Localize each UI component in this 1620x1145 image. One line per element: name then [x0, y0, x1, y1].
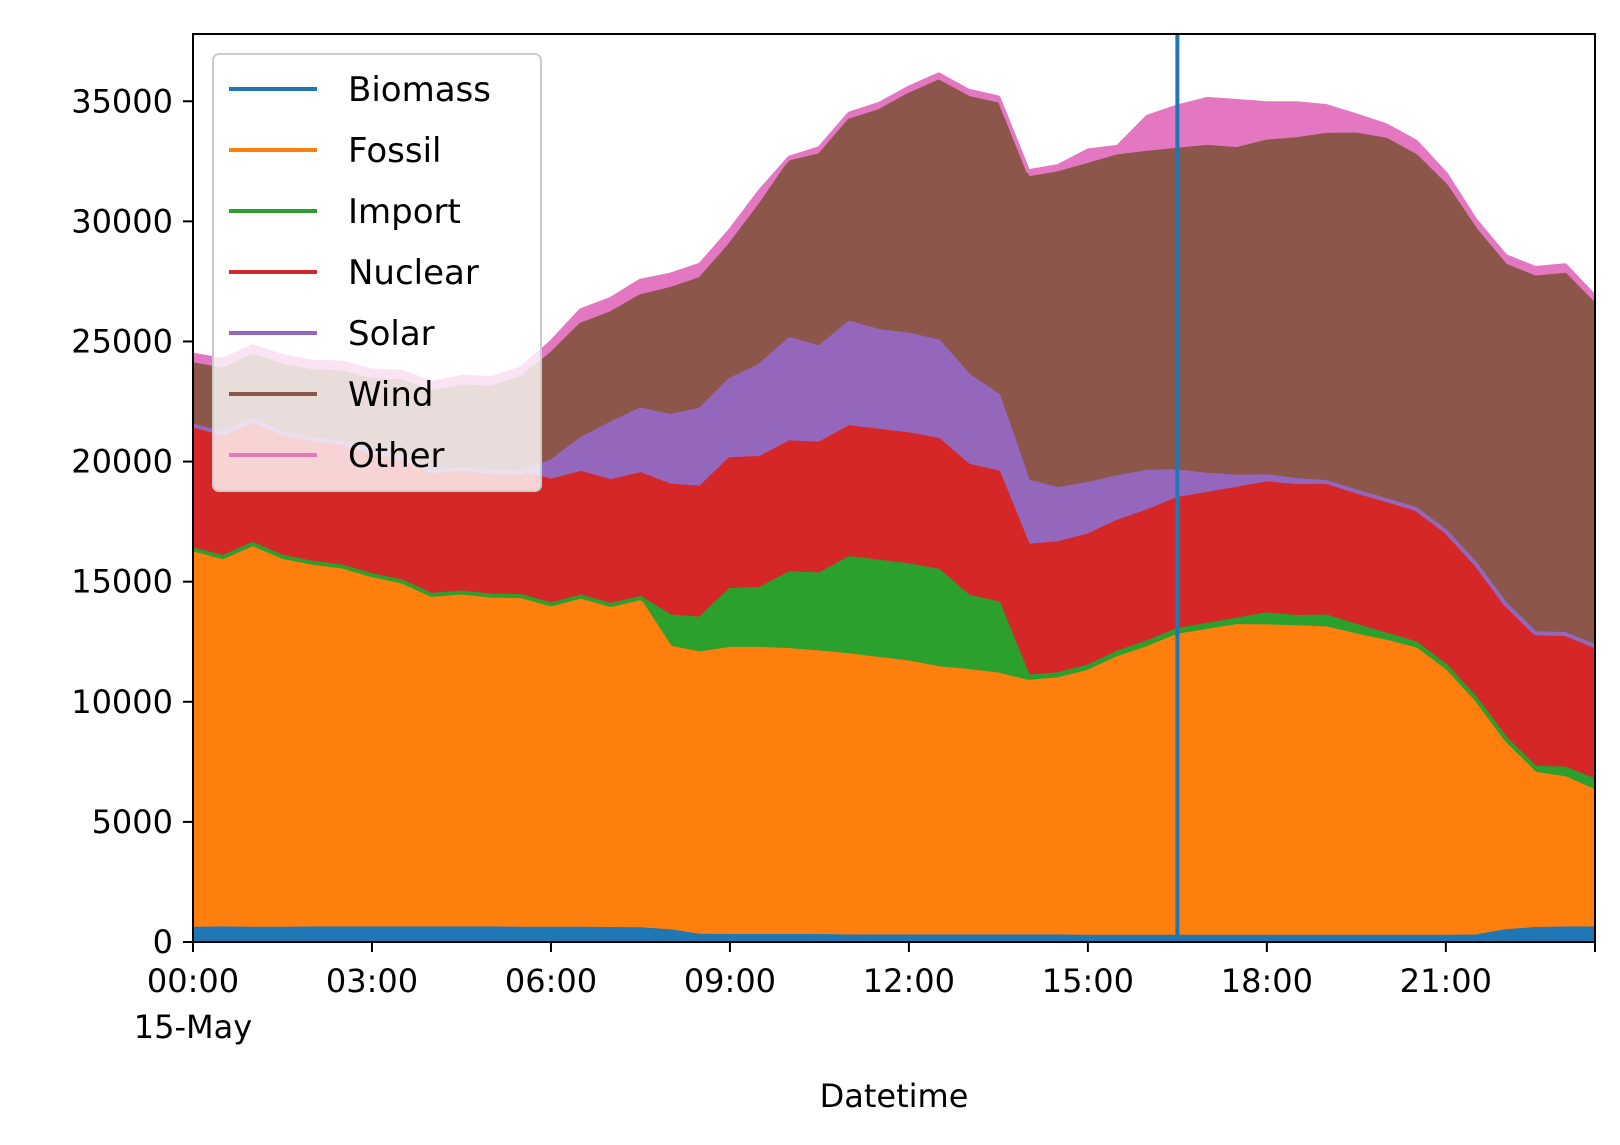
x-axis-title: Datetime [820, 1077, 969, 1115]
legend-label-solar: Solar [348, 314, 435, 354]
legend-label-biomass: Biomass [348, 70, 491, 110]
areas-layer [193, 74, 1595, 942]
y-tick-label: 20000 [71, 443, 173, 481]
legend-box [212, 53, 542, 492]
y-tick-label: 35000 [71, 82, 173, 120]
line-biomass [192, 926, 1595, 939]
y-tick-label: 15000 [71, 563, 173, 601]
line-fossil [192, 545, 1596, 794]
legend-label-nuclear: Nuclear [348, 253, 479, 293]
y-tick-label: 5000 [92, 803, 173, 841]
legend-label-other: Other [348, 436, 445, 476]
x-tick-label: 18:00 [1221, 962, 1313, 1000]
x-tick-label: 03:00 [326, 962, 418, 1000]
legend-label-fossil: Fossil [348, 131, 441, 171]
y-axis-ticks: 0 5000 10000 15000 20000 25000 30000 35000 [71, 82, 193, 961]
x-tick-label: 21:00 [1400, 962, 1492, 1000]
plot-frame [192, 33, 1596, 943]
y-tick-label: 10000 [71, 683, 173, 721]
x-tick-sublabel: 15-May [134, 1008, 252, 1046]
x-tick-label: 09:00 [684, 962, 776, 1000]
area-wind [193, 81, 1595, 647]
legend-label-import: Import [348, 192, 461, 232]
area-solar [193, 322, 1595, 650]
x-tick-label: 12:00 [863, 962, 955, 1000]
x-tick-label: 15:00 [1042, 962, 1134, 1000]
y-tick-label: 30000 [71, 202, 173, 240]
legend: Biomass Fossil Import Nuclear Solar Wind Other [212, 53, 542, 492]
area-fossil [193, 547, 1595, 937]
x-tick-label: 06:00 [505, 962, 597, 1000]
y-tick-label: 0 [153, 923, 173, 961]
legend-label-wind: Wind [348, 375, 433, 415]
y-tick-label: 25000 [71, 322, 173, 360]
line-import [192, 542, 1596, 783]
area-nuclear [193, 420, 1595, 781]
x-axis-ticks: 00:00 15-May 03:00 06:00 09:00 12:00 15:00 18:0… [134, 942, 1596, 1046]
x-tick-label: 00:00 [147, 962, 239, 1000]
